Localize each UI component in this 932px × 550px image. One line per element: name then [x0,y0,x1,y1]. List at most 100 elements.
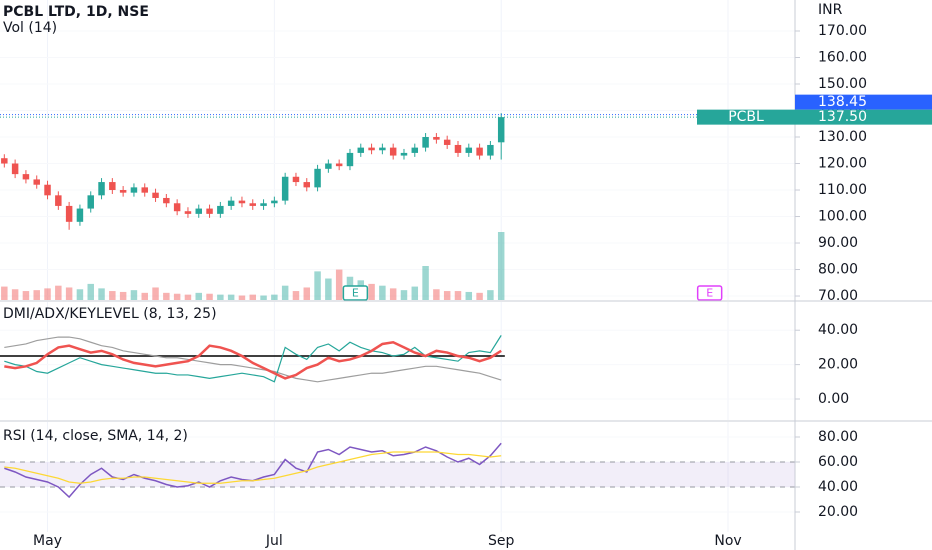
y-tick-label: 70.00 [818,288,858,304]
volume-bar [184,294,192,300]
volume-bar [11,289,19,300]
volume-bar [141,292,148,300]
y-tick-label: 120.00 [818,156,867,172]
volume-bar [195,292,202,300]
line [4,336,502,383]
volume-bar [98,288,105,300]
candle-body [109,182,116,191]
volume-bar [422,266,429,300]
y-tick-label: 160.00 [818,50,867,66]
y-tick-label: 170.00 [818,23,867,39]
chart-title: PCBL LTD, 1D, NSE [3,4,149,20]
volume-bar [271,294,278,300]
volume-bar [65,287,73,300]
candle-body [163,197,170,204]
candle-body [33,179,40,185]
x-tick-label: Nov [714,533,741,549]
candle-body [497,117,505,143]
y-tick-label: 40.00 [818,479,858,495]
candle-body [389,147,397,156]
candle-body [433,137,440,140]
candle-body [87,195,94,209]
candle-body [357,147,365,153]
candle-body [184,211,192,214]
event-marker [342,285,369,301]
y-tick-label: 20.00 [818,504,858,520]
symbol-label: PCBL [728,109,764,125]
band [0,462,795,487]
volume-bar [55,285,62,300]
volume-bar [389,288,397,300]
candle-body [314,168,321,188]
x-tick-label: Jul [265,533,283,549]
y-tick-label: 130.00 [818,129,867,145]
volume-bar [476,292,483,300]
candle-body [195,208,202,214]
volume-bar [227,294,235,300]
volume-bar [119,291,127,300]
candle-body [55,195,62,206]
candle-body [400,152,408,156]
price-label-box [795,109,932,125]
volume-bar [443,291,451,300]
volume-bar [22,291,30,300]
currency: INR [818,2,843,18]
candle-body [152,192,159,198]
y-tick-label: 110.00 [818,182,867,198]
candle-body [443,139,451,145]
volume-bar [314,271,321,300]
volume-bar [1,286,8,300]
price-label: 138.45 [818,94,867,110]
candle-body [422,137,429,148]
event-label: E [706,287,713,300]
price-label: 137.50 [818,109,867,125]
candle-body [44,184,51,196]
candle-body [325,163,332,169]
y-tick-label: 150.00 [818,76,867,92]
candle-body [346,152,354,167]
candle-body [271,200,278,204]
candle-body [206,208,213,214]
volume-bar [76,289,84,300]
candle-body [173,203,181,212]
candle-body [335,163,343,167]
candle-body [260,203,267,206]
pane-title: RSI (14, close, SMA, 14, 2) [3,428,188,444]
volume-bar [152,287,159,300]
volume-bar [281,285,289,300]
candle-body [141,187,148,193]
volume-bar [44,288,51,300]
candle-body [1,158,8,164]
price-label-box [795,94,932,110]
volume-bar [260,295,267,300]
y-tick-label: 0.00 [818,391,849,407]
candle-body [411,147,419,153]
line [4,335,502,383]
y-tick-label: 80.00 [818,262,858,278]
candle-body [368,147,375,151]
x-tick-label: May [33,533,62,549]
volume-bar [163,292,170,300]
candle-body [76,208,84,222]
candle-body [22,174,30,180]
volume-bar [368,283,375,300]
candle-body [11,163,19,175]
y-tick-label: 80.00 [818,429,858,445]
candle-body [465,147,473,153]
candle-body [379,147,386,151]
candle-body [119,190,127,193]
candle-body [303,182,311,188]
candle-body [217,205,224,214]
candle-body [65,205,73,222]
event-label: E [352,287,359,300]
line [4,340,502,380]
subtitle: Vol (14) [3,20,57,36]
candle-body [238,200,246,204]
volume-bar [335,269,343,300]
volume-bar [130,290,138,300]
volume-bar [173,293,181,300]
volume-bar [411,286,419,300]
line [4,451,502,484]
